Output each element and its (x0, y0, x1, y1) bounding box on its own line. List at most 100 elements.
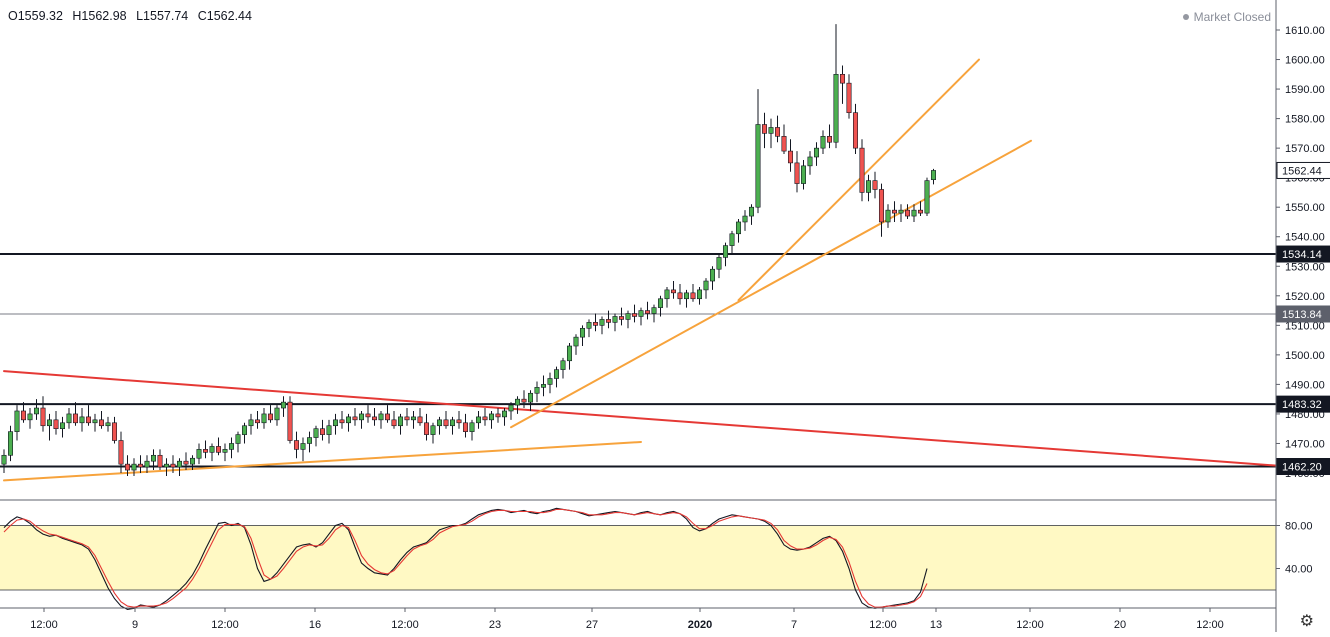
candle-body-up (248, 419, 254, 427)
candle (787, 139, 793, 172)
candle-body-up (242, 425, 248, 435)
candle (547, 372, 553, 394)
candle (690, 283, 696, 302)
time-tick-label: 27 (586, 619, 598, 631)
gear-icon[interactable]: ⚙ (1299, 613, 1314, 630)
candle-body-down (904, 209, 910, 217)
candle-body-up (410, 416, 416, 421)
candle-body-down (423, 422, 429, 435)
candle-body-up (306, 437, 312, 444)
stochastic-band (0, 525, 1276, 591)
price-badge-bg (1276, 245, 1330, 263)
candle-body-up (540, 384, 546, 388)
candle (319, 419, 325, 441)
candle (164, 458, 170, 476)
price-tick-label: 1500.00 (1285, 350, 1325, 362)
candle (73, 402, 79, 426)
candle-body-up (488, 413, 494, 421)
candle (378, 410, 384, 429)
candle (501, 408, 507, 426)
candle-body-up (196, 449, 202, 459)
candle (99, 410, 105, 429)
candle-body-up (885, 209, 891, 223)
candle-body-up (475, 416, 481, 424)
candle-body-up (27, 413, 33, 421)
candle-body-down (99, 419, 105, 427)
candle-body-up (501, 410, 507, 418)
candle (898, 204, 904, 222)
trendline (3, 370, 1330, 471)
candle (638, 307, 644, 326)
candle-body-down (138, 463, 144, 468)
candle (229, 437, 235, 459)
candle-body-up (33, 407, 39, 415)
candle (92, 413, 98, 432)
candle-body-up (703, 280, 709, 291)
candle-body-up (66, 413, 72, 424)
price-tick-label: 1530.00 (1285, 261, 1325, 273)
candle-body-up (449, 419, 455, 427)
candle-body-down (203, 449, 209, 453)
candle-body-down (482, 416, 488, 421)
candle-body-up (716, 257, 722, 270)
candle (670, 281, 676, 299)
candle-body-up (547, 378, 553, 385)
time-tick-label: 9 (132, 619, 138, 631)
candle (553, 366, 559, 388)
high-value: H1562.98 (72, 9, 127, 23)
price-tick-label: 1600.00 (1285, 55, 1325, 67)
candle (521, 390, 527, 409)
candle (255, 410, 261, 429)
candle-body-down (86, 416, 92, 424)
candle-body-up (92, 419, 98, 424)
candle (300, 437, 306, 462)
candle (839, 65, 845, 104)
candle-body-up (397, 416, 403, 427)
candle (267, 405, 273, 423)
candle (677, 283, 683, 305)
candle-body-up (345, 416, 351, 424)
overbought-oversold-band (0, 525, 1276, 590)
candle (930, 168, 936, 185)
candle-body-down (417, 416, 423, 424)
stoch-d-line (3, 508, 928, 608)
candle (735, 219, 741, 243)
candle (20, 402, 26, 423)
candle-body-up (469, 422, 475, 432)
candle-body-up (638, 310, 644, 317)
candle-body-down (839, 74, 845, 84)
candle (105, 416, 111, 432)
candle-body-down (443, 419, 449, 427)
candle (293, 431, 299, 459)
candle-body-up (1, 454, 7, 465)
candle (878, 183, 884, 237)
candle-body-down (891, 209, 897, 214)
time-tick-label: 12:00 (30, 619, 58, 631)
open-value: O1559.32 (8, 9, 63, 23)
price-tick-label: 1490.00 (1285, 379, 1325, 391)
market-status: Market Closed (1182, 10, 1271, 24)
candle-body-down (319, 428, 325, 435)
candle-body-down (267, 413, 273, 421)
candle-body-down (462, 422, 468, 432)
price-tick-label: 1550.00 (1285, 202, 1325, 214)
candle-body-up (59, 422, 65, 430)
candle-body-down (404, 416, 410, 421)
candle (820, 130, 826, 155)
price-badge-label: 1562.44 (1282, 165, 1322, 177)
candle-body-up (800, 165, 806, 184)
price-tick-label: 1540.00 (1285, 232, 1325, 244)
candle-body-down (339, 419, 345, 424)
candle (436, 416, 442, 435)
candle-body-down (917, 209, 923, 214)
candle-body-up (657, 298, 663, 308)
candle-body-up (164, 463, 170, 468)
candle-body-down (852, 112, 858, 149)
candle (566, 343, 572, 370)
candle (216, 437, 222, 456)
candle-body-up (261, 413, 267, 424)
time-tick-label: 12:00 (1016, 619, 1044, 631)
candle (852, 103, 858, 155)
